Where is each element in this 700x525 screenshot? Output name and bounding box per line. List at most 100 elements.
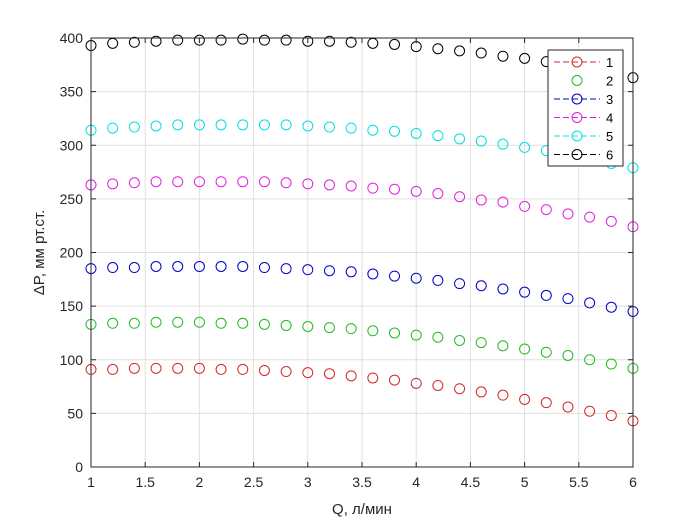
data-point [280, 366, 292, 378]
legend-item[interactable]: 4 [554, 111, 613, 126]
data-point [454, 133, 466, 145]
data-point [150, 260, 162, 272]
data-point [128, 121, 140, 133]
legend[interactable]: 1 2 3 4 5 6 [547, 49, 624, 167]
data-point [475, 47, 487, 59]
data-point [519, 52, 531, 64]
data-point [605, 358, 617, 370]
data-point [128, 317, 140, 329]
x-axis-ticks: 1 1.5 2 2.5 3 3.5 4 4.5 5 5.5 6 [87, 38, 637, 490]
x-tick-label: 2 [196, 474, 204, 490]
y-tick-label: 400 [60, 30, 84, 46]
legend-item[interactable]: 2 [571, 74, 613, 89]
data-point [345, 266, 357, 278]
data-point [345, 323, 357, 335]
data-point [258, 34, 270, 46]
legend-item[interactable]: 6 [554, 148, 613, 163]
data-point [389, 270, 401, 282]
series-4 [85, 176, 639, 233]
data-point [389, 374, 401, 386]
y-tick-label: 250 [60, 191, 84, 207]
legend-item[interactable]: 3 [554, 92, 613, 107]
data-point [584, 405, 596, 417]
data-point [584, 354, 596, 366]
data-point [107, 178, 119, 190]
y-tick-label: 100 [60, 352, 84, 368]
data-point [237, 363, 249, 375]
legend-marker [571, 56, 583, 68]
series-3 [85, 260, 639, 317]
y-tick-label: 0 [75, 459, 83, 475]
data-point [605, 215, 617, 227]
data-point [302, 367, 314, 379]
data-point [345, 122, 357, 134]
data-point [519, 200, 531, 212]
data-point [302, 120, 314, 132]
data-point [128, 362, 140, 374]
data-point [432, 274, 444, 286]
data-point [193, 119, 205, 131]
data-point [432, 130, 444, 142]
x-tick-label: 4.5 [461, 474, 481, 490]
x-tick-label: 1.5 [135, 474, 155, 490]
data-point [107, 122, 119, 134]
data-point [497, 340, 509, 352]
legend-item[interactable]: 1 [554, 55, 613, 70]
data-point [128, 36, 140, 48]
data-point [497, 283, 509, 295]
y-tick-label: 300 [60, 137, 84, 153]
data-point [475, 194, 487, 206]
data-point [519, 393, 531, 405]
legend-label: 4 [606, 111, 613, 126]
data-point [410, 185, 422, 197]
data-point [475, 135, 487, 147]
data-point [454, 278, 466, 290]
data-point [562, 401, 574, 413]
data-point [172, 316, 184, 328]
data-point [540, 397, 552, 409]
data-point [389, 327, 401, 339]
x-tick-label: 1 [87, 474, 95, 490]
data-point [215, 317, 227, 329]
x-axis-label: Q, л/мин [332, 501, 392, 518]
y-tick-label: 150 [60, 298, 84, 314]
legend-marker [571, 149, 583, 160]
data-point [584, 297, 596, 309]
data-point [432, 379, 444, 391]
data-point [345, 180, 357, 192]
data-point [280, 177, 292, 189]
data-point [302, 178, 314, 190]
data-point [193, 316, 205, 328]
data-point [107, 317, 119, 329]
data-point [215, 363, 227, 375]
x-tick-label: 3 [304, 474, 312, 490]
y-tick-label: 350 [60, 84, 84, 100]
data-point [193, 34, 205, 46]
legend-marker [571, 75, 583, 86]
data-point [150, 35, 162, 47]
data-point [193, 362, 205, 374]
data-point [389, 125, 401, 137]
data-point [323, 322, 335, 334]
data-point [150, 362, 162, 374]
legend-marker [571, 130, 583, 142]
data-point [410, 377, 422, 389]
legend-item[interactable]: 5 [554, 129, 613, 144]
data-point [323, 121, 335, 133]
data-point [367, 325, 379, 337]
data-point [302, 35, 314, 47]
data-point [128, 262, 140, 274]
data-point [193, 260, 205, 272]
data-point [367, 124, 379, 136]
legend-label: 6 [606, 148, 613, 163]
data-point [128, 177, 140, 189]
data-point [215, 119, 227, 131]
data-point [345, 36, 357, 48]
data-point [497, 196, 509, 208]
data-point [540, 204, 552, 216]
data-point [323, 368, 335, 380]
data-point [345, 370, 357, 382]
data-point [432, 43, 444, 55]
data-point [302, 264, 314, 276]
